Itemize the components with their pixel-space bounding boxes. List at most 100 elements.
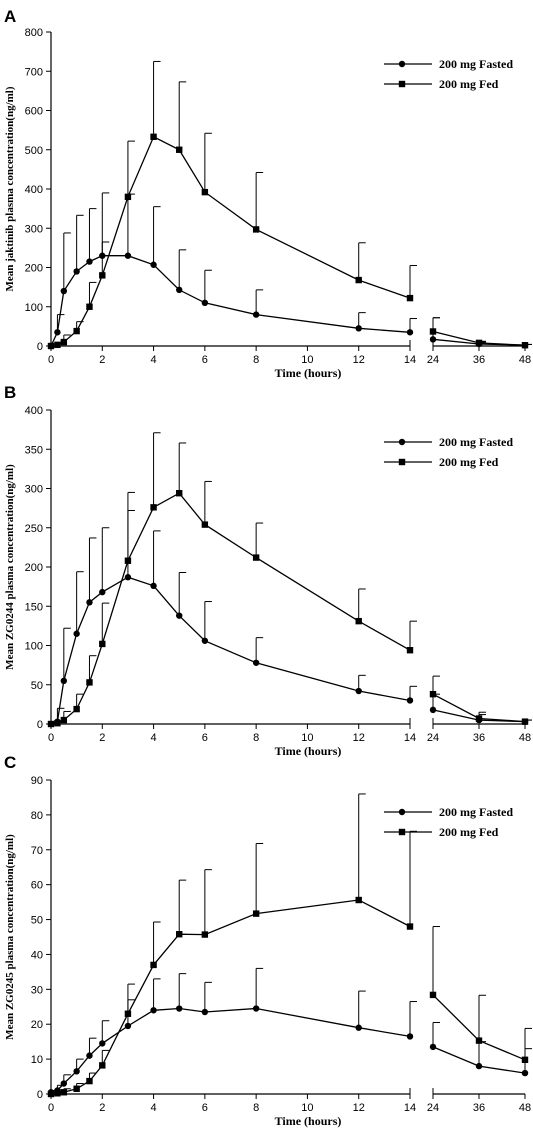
data-point-square: [60, 338, 68, 346]
data-point-circle: [406, 329, 414, 336]
data-point-square: [86, 1077, 93, 1085]
data-point-circle: [355, 325, 362, 332]
series-line: [50, 576, 411, 725]
data-point-square: [406, 923, 414, 930]
data-point-square: [355, 896, 362, 904]
x-tick-label: 24: [427, 732, 439, 744]
data-point-circle: [429, 1043, 437, 1051]
y-tick-label: 150: [25, 601, 43, 613]
x-tick-label: 36: [473, 732, 485, 744]
legend-label: 200 mg Fed: [439, 455, 499, 469]
data-point-square: [406, 294, 414, 302]
y-tick-label: 600: [25, 106, 43, 118]
data-point-circle: [60, 1080, 68, 1087]
legend-label: 200 mg Fasted: [439, 435, 513, 449]
data-point-square: [475, 1037, 483, 1044]
data-point-square: [355, 276, 362, 284]
data-point-circle: [429, 706, 437, 714]
x-tick-label: 48: [519, 1102, 531, 1114]
x-tick-label: 8: [253, 1102, 259, 1114]
data-point-circle: [252, 659, 260, 666]
data-point-circle: [201, 299, 209, 307]
x-tick-label: 14: [404, 1102, 416, 1114]
data-point-square: [475, 715, 483, 722]
legend-marker-square: [398, 828, 406, 836]
data-point-circle: [355, 1024, 362, 1031]
data-point-square: [54, 341, 61, 349]
panel-label: A: [4, 7, 16, 26]
x-tick-label: 2: [99, 732, 105, 744]
x-tick-label: 4: [151, 354, 157, 366]
y-tick-label: 0: [37, 341, 43, 353]
data-point-square: [99, 272, 106, 279]
data-point-square: [150, 133, 157, 140]
series-line: [50, 135, 411, 347]
y-tick-label: 250: [25, 523, 43, 535]
data-point-circle: [124, 252, 132, 259]
data-point-circle: [429, 336, 437, 343]
x-axis-title: Time (hours): [275, 1114, 342, 1128]
data-point-square: [124, 557, 132, 564]
x-tick-label: 24: [427, 354, 439, 366]
y-axis-title: Mean jaktinib plasma concentration(ng/ml…: [4, 86, 16, 291]
data-point-square: [150, 504, 157, 511]
y-tick-label: 70: [31, 845, 43, 857]
legend: 200 mg Fasted 200 mg Fed: [384, 57, 513, 91]
x-tick-label: 48: [519, 732, 531, 744]
data-point-circle: [150, 261, 157, 268]
x-tick-label: 10: [301, 1102, 313, 1114]
y-tick-label: 90: [31, 775, 43, 787]
data-point-square: [406, 647, 414, 654]
data-point-circle: [521, 1069, 529, 1077]
data-point-square: [252, 226, 260, 233]
data-point-circle: [201, 1008, 209, 1016]
data-point-square: [201, 188, 209, 196]
panel-label: B: [4, 383, 16, 402]
data-point-circle: [124, 1022, 132, 1030]
data-point-circle: [176, 1005, 183, 1012]
x-tick-label: 10: [301, 732, 313, 744]
data-point-square: [60, 1089, 68, 1096]
data-point-circle: [60, 287, 68, 295]
x-tick-label: 12: [353, 732, 365, 744]
y-tick-label: 700: [25, 66, 43, 78]
x-tick-label: 12: [353, 1102, 365, 1114]
x-tick-label: 6: [202, 732, 208, 744]
x-tick-label: 0: [48, 354, 54, 366]
y-tick-label: 50: [31, 680, 43, 692]
data-point-circle: [176, 612, 183, 619]
data-point-square: [201, 521, 209, 528]
data-point-circle: [60, 677, 68, 685]
x-tick-label: 8: [253, 732, 259, 744]
x-tick-label: 6: [202, 1102, 208, 1114]
y-tick-label: 200: [25, 562, 43, 574]
y-tick-label: 10: [31, 1054, 43, 1066]
series-fasted: [47, 509, 532, 728]
x-tick-label: 0: [48, 1102, 54, 1114]
y-tick-label: 60: [31, 880, 43, 892]
legend-marker-circle: [398, 808, 406, 816]
data-point-square: [521, 1056, 529, 1064]
data-point-square: [355, 617, 362, 625]
series-fasted: [47, 967, 532, 1096]
data-point-square: [86, 679, 93, 686]
x-tick-label: 0: [48, 732, 54, 744]
legend-marker-square: [398, 80, 406, 88]
data-point-square: [521, 342, 529, 349]
x-tick-label: 4: [151, 732, 157, 744]
x-axis-title: Time (hours): [275, 366, 342, 380]
data-point-square: [86, 303, 93, 310]
y-tick-label: 300: [25, 484, 43, 496]
legend-label: 200 mg Fed: [439, 825, 499, 839]
data-point-square: [73, 705, 80, 713]
series-fasted: [47, 193, 532, 350]
y-axis-title: Mean ZG0244 plasma concentration(ng/ml): [4, 464, 16, 670]
x-tick-label: 8: [253, 354, 259, 366]
data-point-square: [252, 554, 260, 561]
y-tick-label: 20: [31, 1019, 43, 1031]
data-point-square: [124, 193, 132, 201]
data-point-circle: [475, 1062, 483, 1070]
y-axis-title: Mean ZG0245 plasma concentration(ng/ml): [4, 834, 16, 1040]
